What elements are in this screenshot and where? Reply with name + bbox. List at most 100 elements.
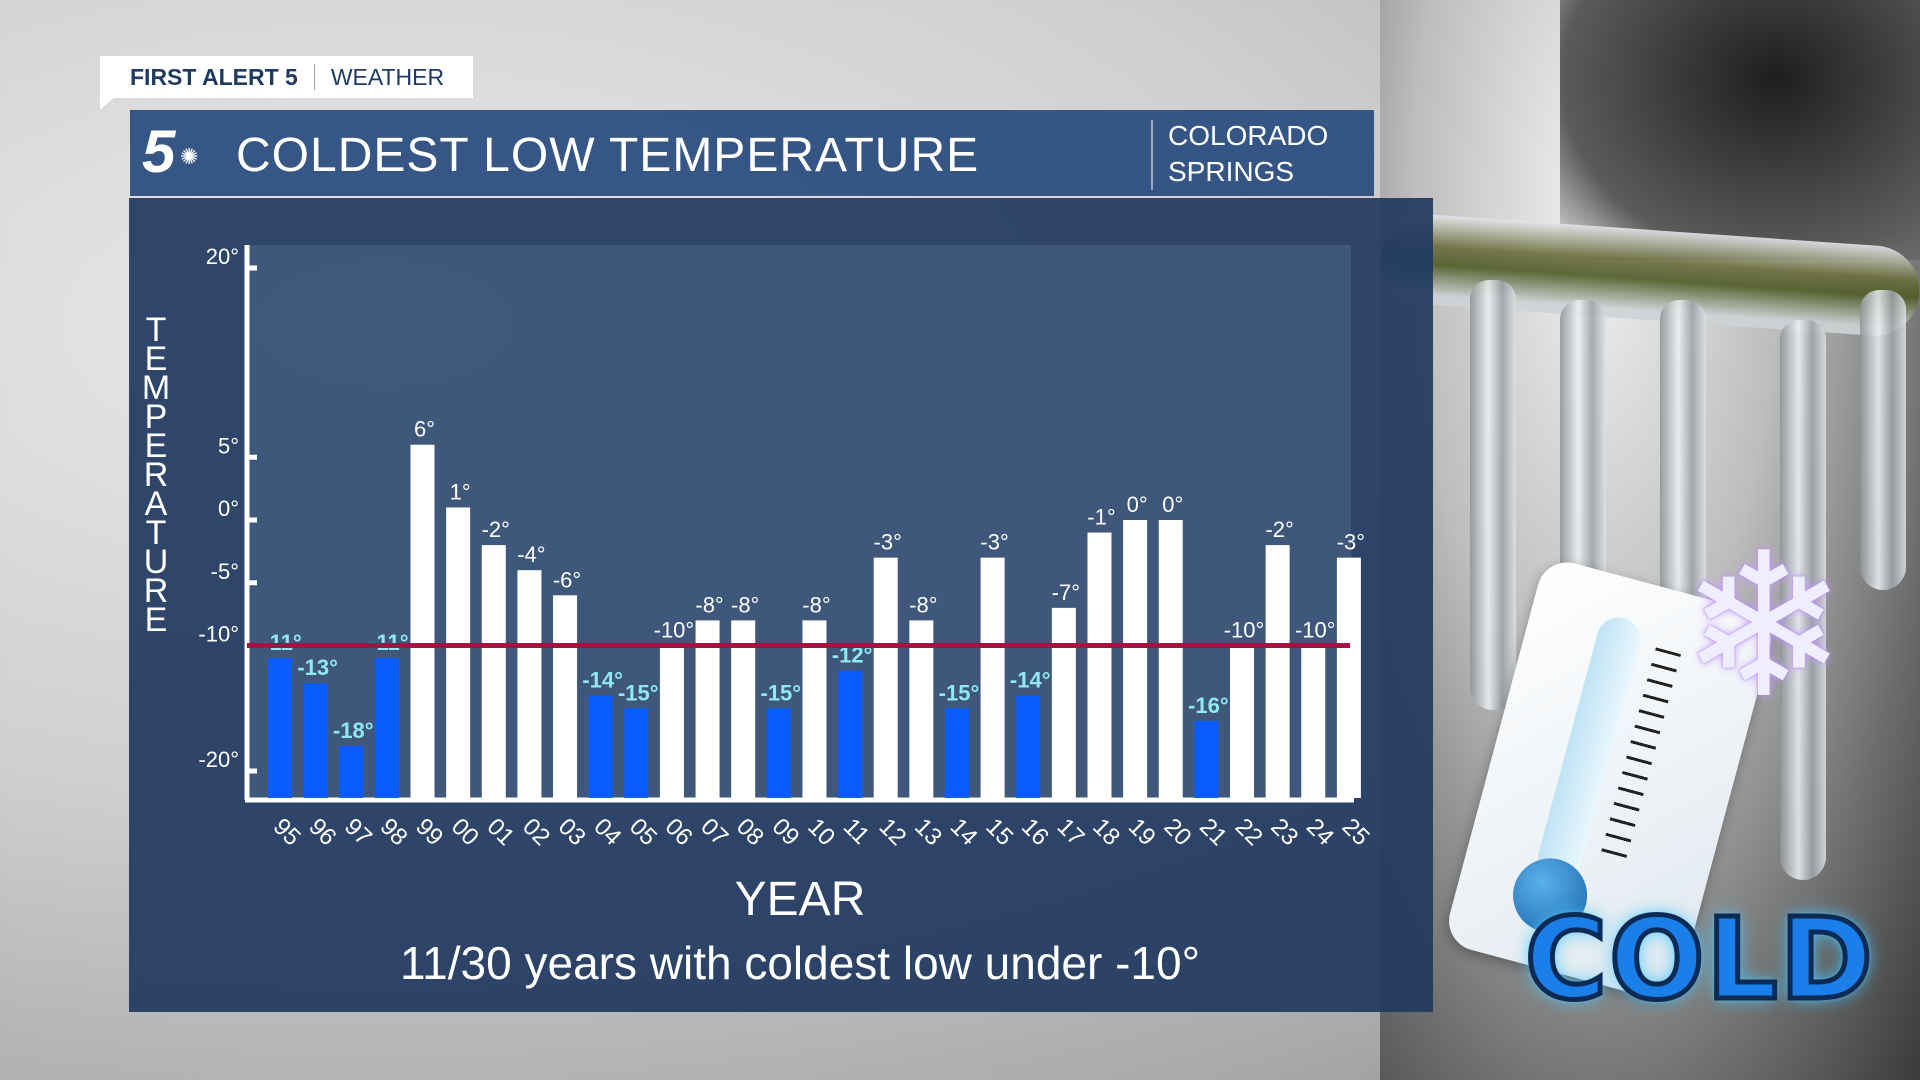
value-label: -18° [333, 718, 374, 743]
y-tick-label: -10° [198, 622, 239, 647]
x-tick-label: 05 [624, 813, 662, 851]
section-label: WEATHER [330, 63, 445, 90]
snowflake-icon: ❄ [1680, 515, 1848, 738]
value-label: 6° [414, 417, 435, 442]
location: COLORADO SPRINGS [1168, 118, 1328, 190]
x-tick-label: 12 [873, 813, 911, 851]
x-tick-label: 16 [1016, 813, 1054, 851]
value-label: -14° [582, 668, 623, 693]
x-tick-label: 20 [1159, 813, 1197, 851]
chart-title: COLDEST LOW TEMPERATURE [236, 129, 980, 182]
brand-tag: FIRST ALERT 5 WEATHER [100, 56, 473, 98]
icicle [1860, 290, 1906, 590]
x-tick-label: 00 [446, 813, 484, 851]
x-tick-label: 99 [410, 813, 448, 851]
value-label: -15° [939, 680, 980, 705]
x-axis-label: YEAR [734, 873, 866, 926]
bar-96 [303, 683, 328, 798]
x-tick-label: 95 [268, 813, 306, 851]
bar-02 [517, 570, 542, 798]
x-tick-label: 18 [1087, 813, 1125, 851]
value-label: -8° [909, 592, 937, 617]
x-tick-label: 21 [1194, 813, 1232, 851]
x-tick-label: 25 [1337, 813, 1375, 851]
bar-97 [339, 745, 364, 798]
y-axis-label: TEMPERATURE [141, 311, 171, 639]
bar-10 [802, 620, 827, 798]
x-tick-label: 03 [553, 813, 591, 851]
bar-11 [838, 670, 863, 798]
icicle [1780, 320, 1826, 880]
x-tick-label: 22 [1230, 813, 1268, 851]
peacock-icon: ✺ [180, 144, 199, 169]
station-logo: 5 [142, 118, 176, 185]
bar-95 [268, 658, 292, 798]
icicle [1470, 280, 1516, 710]
bar-23 [1265, 545, 1290, 798]
x-tick-label: 10 [802, 813, 840, 851]
value-label: -2° [482, 517, 510, 542]
bar-20 [1158, 520, 1183, 798]
location-line1: COLORADO [1168, 120, 1329, 151]
x-tick-label: 98 [375, 813, 413, 851]
value-label: -1° [1087, 505, 1115, 530]
value-label: -7° [1052, 580, 1080, 605]
value-label: -3° [980, 530, 1008, 555]
bar-16 [1016, 695, 1041, 798]
bar-19 [1123, 520, 1148, 798]
value-label: -11° [262, 630, 301, 655]
value-label: -10° [1295, 618, 1336, 643]
value-label: -3° [1337, 530, 1365, 555]
value-label: -15° [761, 680, 802, 705]
background-shadow [1560, 0, 1920, 260]
value-label: -14° [1010, 668, 1051, 693]
bar-25 [1336, 557, 1361, 798]
value-label: 1° [450, 479, 471, 504]
x-tick-label: 97 [339, 813, 377, 851]
x-tick-label: 11 [838, 813, 875, 850]
x-tick-label: 15 [980, 813, 1018, 851]
value-label: -2° [1265, 517, 1293, 542]
x-tick-label: 19 [1123, 813, 1161, 851]
value-label: -13° [297, 655, 338, 680]
divider [313, 64, 315, 90]
value-label: -15° [618, 680, 659, 705]
bar-99 [410, 444, 435, 798]
x-tick-label: 17 [1052, 813, 1090, 851]
x-tick-label: 23 [1265, 813, 1303, 851]
y-tick-label: 0° [218, 496, 239, 521]
bar-13 [909, 620, 934, 798]
x-tick-label: 09 [767, 813, 805, 851]
y-tick-label: 20° [206, 244, 239, 269]
value-label: -16° [1188, 693, 1229, 718]
bar-24 [1301, 645, 1326, 798]
value-label: -4° [517, 542, 545, 567]
bar-21 [1194, 720, 1219, 798]
value-label: 0° [1162, 492, 1183, 517]
y-tick-label: -5° [211, 559, 239, 584]
bar-06 [659, 645, 684, 798]
y-tick-label: -20° [198, 747, 239, 772]
bar-09 [766, 708, 791, 798]
bar-22 [1230, 645, 1255, 798]
brand-label: FIRST ALERT 5 [130, 63, 298, 90]
bar-05 [624, 708, 649, 798]
tag-tail [100, 96, 116, 110]
bar-12 [873, 557, 898, 798]
cold-badge: COLD [1523, 893, 1876, 1028]
bar-00 [446, 507, 471, 798]
value-label: -8° [695, 592, 723, 617]
x-tick-label: 08 [731, 813, 769, 851]
bar-04 [588, 695, 613, 798]
bar-03 [553, 595, 578, 798]
x-tick-label: 07 [695, 813, 733, 851]
location-line2: SPRINGS [1168, 156, 1295, 187]
bar-98 [374, 658, 399, 798]
x-tick-label: 13 [909, 813, 947, 851]
value-label: -10° [654, 618, 695, 643]
x-tick-label: 06 [660, 813, 698, 851]
value-label: 0° [1127, 492, 1148, 517]
bar-08 [731, 620, 756, 798]
bar-01 [481, 545, 506, 798]
